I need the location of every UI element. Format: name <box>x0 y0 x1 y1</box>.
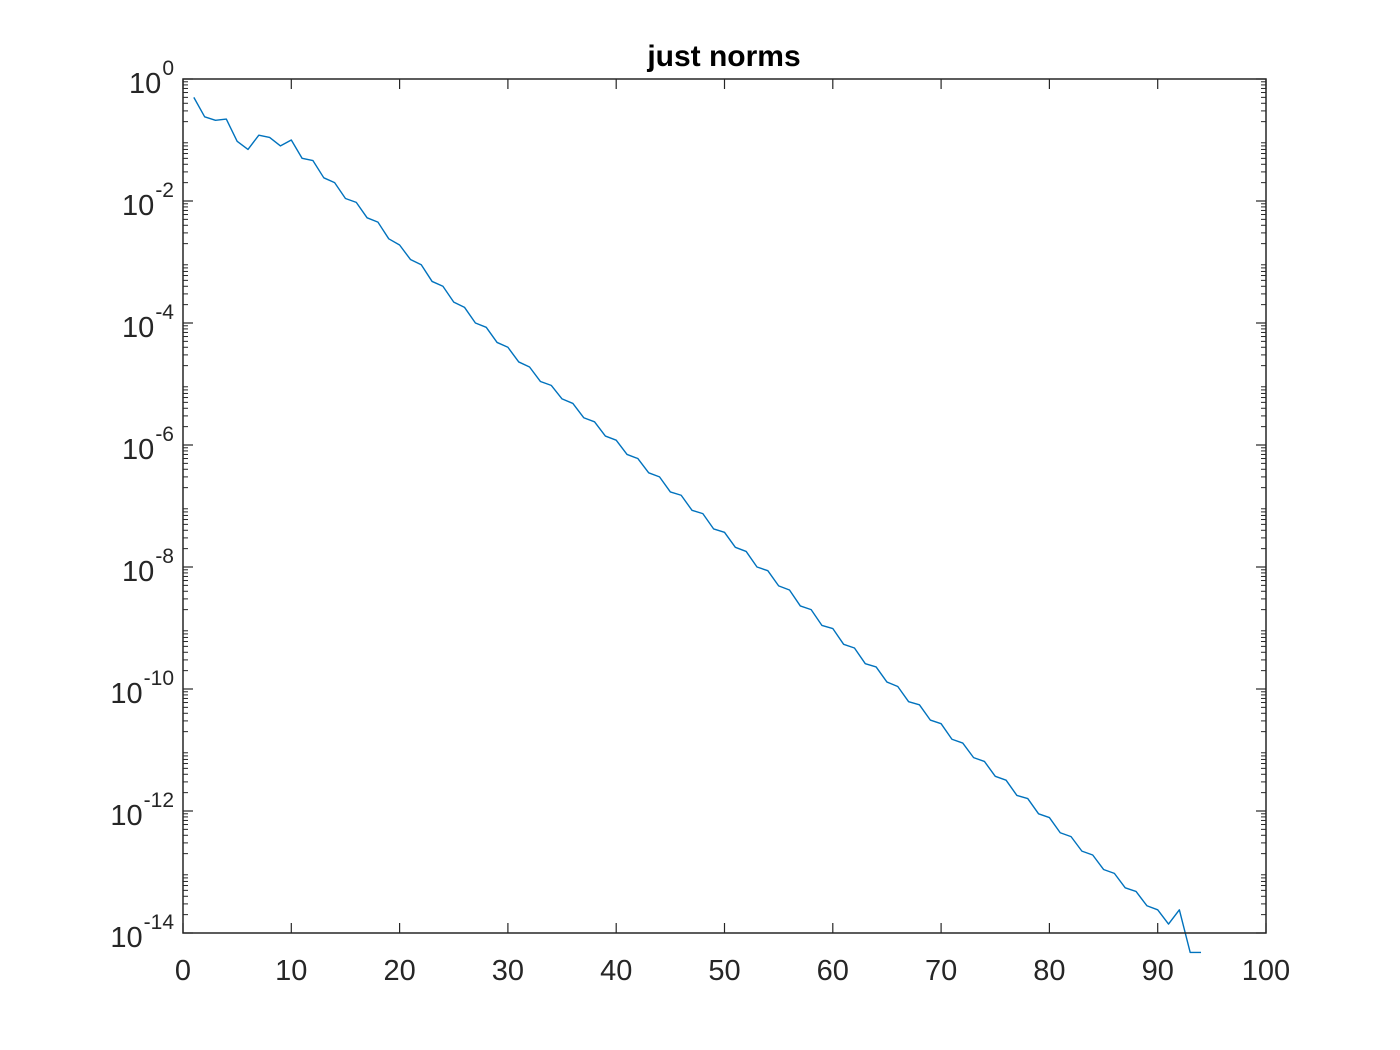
y-tick-label-base: 10 <box>110 678 142 710</box>
y-tick-label-base: 10 <box>110 922 142 954</box>
x-tick-label: 30 <box>492 955 524 987</box>
y-tick-label-exponent: -10 <box>144 667 174 690</box>
x-tick-label: 70 <box>925 955 957 987</box>
y-tick-label-exponent: -8 <box>155 545 174 568</box>
y-tick-label-exponent: -2 <box>155 179 174 202</box>
x-tick-label: 20 <box>383 955 415 987</box>
y-tick-label-base: 10 <box>110 800 142 832</box>
axes-box <box>182 78 1267 934</box>
x-tick-label: 0 <box>175 955 191 987</box>
x-tick-label: 40 <box>600 955 632 987</box>
y-tick-label-exponent: -14 <box>144 911 175 934</box>
y-tick-label-base: 10 <box>129 68 161 100</box>
y-tick-label-exponent: -12 <box>144 789 174 812</box>
y-tick-label-exponent: -6 <box>155 423 174 446</box>
series-layer <box>193 97 1202 954</box>
y-tick-label: -810 <box>122 545 174 588</box>
y-tick-label-base: 10 <box>122 434 154 466</box>
series-line <box>193 97 1202 954</box>
x-tick-label: 80 <box>1033 955 1065 987</box>
y-tick-label-base: 10 <box>122 312 154 344</box>
x-tick-label: 60 <box>817 955 849 987</box>
y-tick-label-exponent: -4 <box>155 301 174 324</box>
x-tick-label: 50 <box>708 955 740 987</box>
x-tick-label: 90 <box>1142 955 1174 987</box>
y-tick-label-base: 10 <box>122 556 154 588</box>
chart-title: just norms <box>646 40 800 73</box>
x-tick-label: 10 <box>275 955 307 987</box>
y-tick-label: -610 <box>122 423 174 466</box>
minor-ticks <box>183 81 1266 916</box>
x-tick-labels: 0 10 20 30 40 50 60 70 80 90 100 <box>175 955 1290 987</box>
y-tick-label: 010 <box>129 57 174 100</box>
y-tick-label-base: 10 <box>122 190 154 222</box>
y-tick-label: -410 <box>122 301 174 344</box>
y-tick-label-exponent: 0 <box>162 57 174 80</box>
x-tick-label: 100 <box>1242 955 1290 987</box>
plot-background <box>183 79 1266 933</box>
y-tick-label: -210 <box>122 179 174 222</box>
